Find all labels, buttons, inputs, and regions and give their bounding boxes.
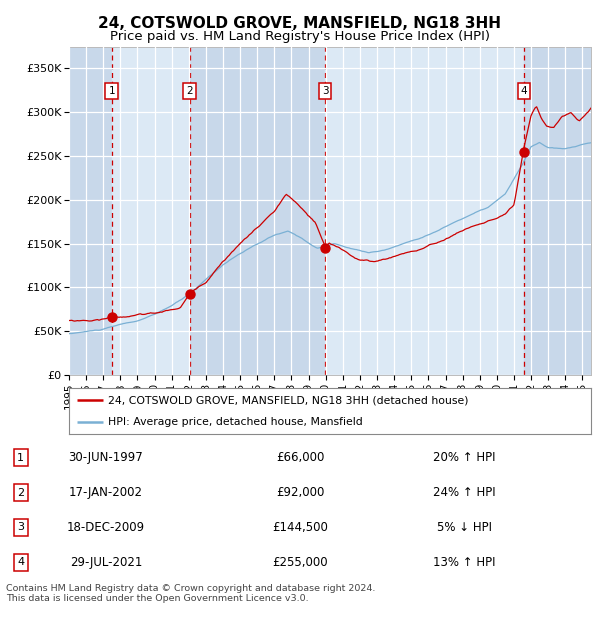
Text: £66,000: £66,000 xyxy=(276,451,324,464)
Bar xyxy=(190,46,325,375)
Bar xyxy=(524,46,591,375)
Text: HPI: Average price, detached house, Mansfield: HPI: Average price, detached house, Mans… xyxy=(108,417,363,427)
Text: £255,000: £255,000 xyxy=(272,556,328,569)
Text: 13% ↑ HPI: 13% ↑ HPI xyxy=(433,556,496,569)
Text: £92,000: £92,000 xyxy=(276,486,324,499)
Text: Price paid vs. HM Land Registry's House Price Index (HPI): Price paid vs. HM Land Registry's House … xyxy=(110,30,490,43)
Text: 3: 3 xyxy=(17,523,24,533)
Bar xyxy=(325,46,524,375)
Text: 4: 4 xyxy=(17,557,24,567)
Text: 29-JUL-2021: 29-JUL-2021 xyxy=(70,556,142,569)
Text: 1: 1 xyxy=(109,86,115,96)
Text: 2: 2 xyxy=(186,86,193,96)
Text: 24, COTSWOLD GROVE, MANSFIELD, NG18 3HH: 24, COTSWOLD GROVE, MANSFIELD, NG18 3HH xyxy=(98,16,502,30)
Text: Contains HM Land Registry data © Crown copyright and database right 2024.
This d: Contains HM Land Registry data © Crown c… xyxy=(6,584,376,603)
Text: 4: 4 xyxy=(520,86,527,96)
Text: 24% ↑ HPI: 24% ↑ HPI xyxy=(433,486,496,499)
Text: 24, COTSWOLD GROVE, MANSFIELD, NG18 3HH (detached house): 24, COTSWOLD GROVE, MANSFIELD, NG18 3HH … xyxy=(108,395,469,405)
Text: 2: 2 xyxy=(17,487,24,497)
Bar xyxy=(112,46,190,375)
Text: £144,500: £144,500 xyxy=(272,521,328,534)
Text: 30-JUN-1997: 30-JUN-1997 xyxy=(68,451,143,464)
Bar xyxy=(69,46,112,375)
Text: 20% ↑ HPI: 20% ↑ HPI xyxy=(433,451,496,464)
Text: 18-DEC-2009: 18-DEC-2009 xyxy=(67,521,145,534)
Text: 1: 1 xyxy=(17,453,24,463)
Text: 17-JAN-2002: 17-JAN-2002 xyxy=(69,486,143,499)
Text: 5% ↓ HPI: 5% ↓ HPI xyxy=(437,521,492,534)
Text: 3: 3 xyxy=(322,86,328,96)
